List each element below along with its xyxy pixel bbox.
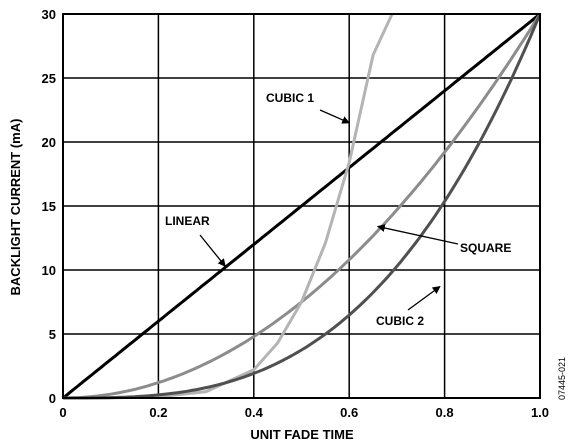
annotation-arrow (376, 224, 459, 245)
figure-id: 07445-021 (557, 357, 567, 400)
y-tick-label: 0 (49, 391, 56, 406)
x-tick-label: 0.2 (149, 405, 167, 420)
y-tick-labels: 0 5 10 15 20 25 30 (42, 7, 56, 406)
plot-frame (62, 13, 541, 399)
annotation-arrow (319, 109, 351, 124)
y-tick-label: 25 (42, 71, 56, 86)
series-line-cubic-2 (63, 13, 542, 400)
annotation-arrow (199, 234, 226, 267)
x-tick-label: 0.4 (245, 405, 264, 420)
x-axis-title: UNIT FADE TIME (250, 427, 354, 442)
x-tick-label: 0.6 (340, 405, 358, 420)
annotation-label: LINEAR (165, 214, 210, 228)
y-tick-label: 15 (42, 199, 56, 214)
y-axis-title: BACKLIGHT CURRENT (mA) (8, 119, 23, 296)
y-tick-label: 5 (49, 327, 56, 342)
annotation-label: CUBIC 2 (376, 314, 424, 328)
annotation-label: CUBIC 1 (266, 91, 314, 105)
y-tick-label: 20 (42, 135, 56, 150)
x-tick-labels: 0 0.2 0.4 0.6 0.8 1.0 (59, 405, 549, 420)
x-tick-label: 1.0 (531, 405, 549, 420)
y-tick-label: 30 (42, 7, 56, 22)
x-tick-label: 0 (59, 405, 66, 420)
annotation-arrow (407, 286, 441, 311)
x-tick-label: 0.8 (436, 405, 454, 420)
y-tick-label: 10 (42, 263, 56, 278)
series-line-linear (62, 12, 541, 400)
annotations: LINEAR SQUARE CUBIC 1 CUBIC 2 (165, 91, 511, 328)
annotation-label: SQUARE (460, 241, 511, 255)
